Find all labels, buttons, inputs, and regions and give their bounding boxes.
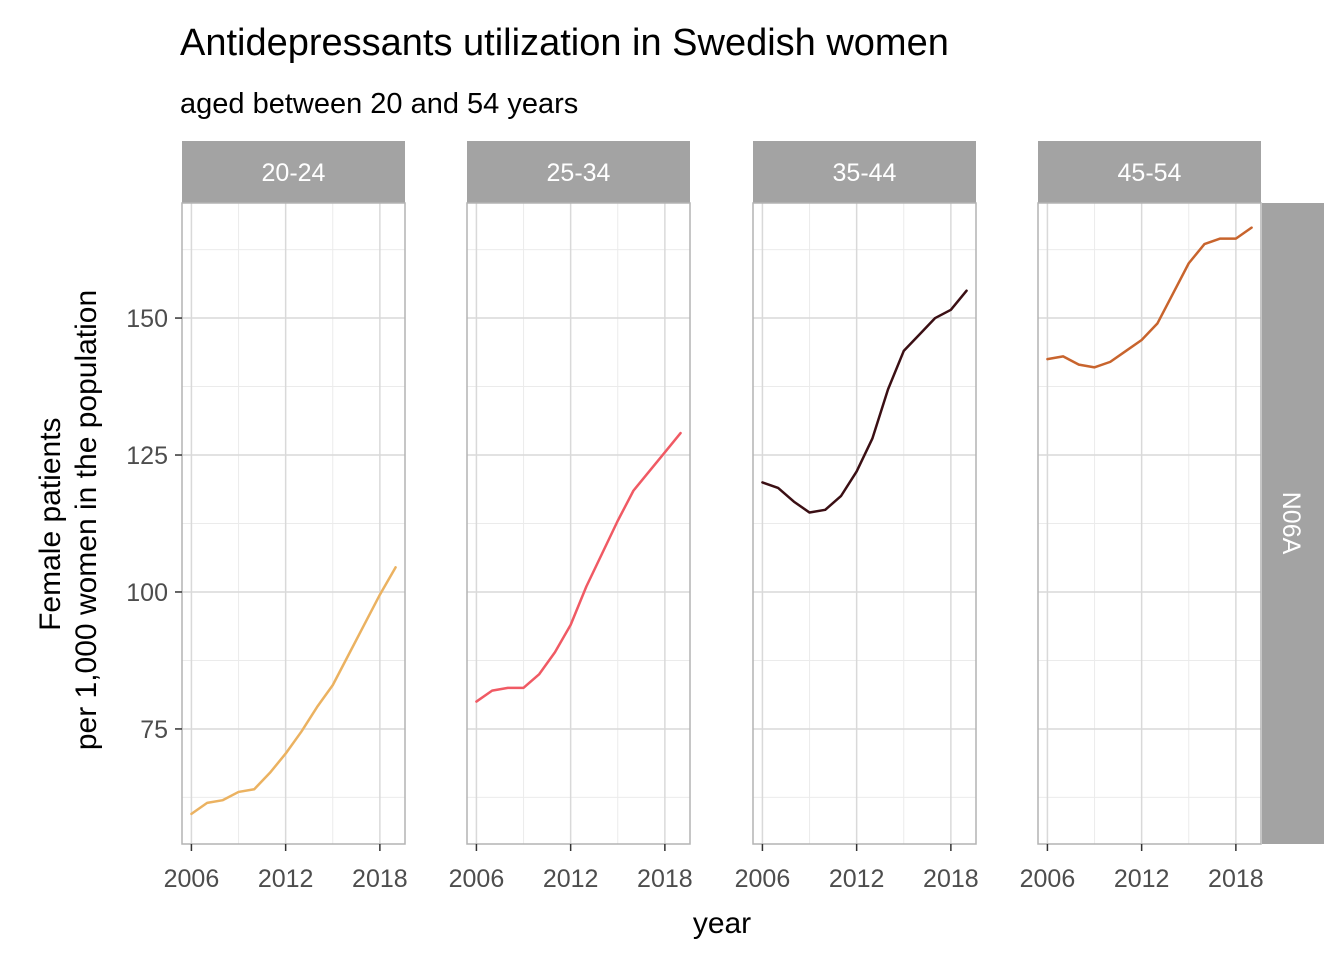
panel-border bbox=[466, 202, 691, 845]
facet-strip-label-25-34: 25-34 bbox=[547, 159, 611, 187]
x-tick-label: 2018 bbox=[352, 865, 408, 893]
panel-border bbox=[1037, 202, 1262, 845]
y-tick-label: 75 bbox=[140, 716, 168, 744]
panel-border bbox=[752, 202, 977, 845]
y-axis-label-line-2: per 1,000 women in the population bbox=[70, 290, 103, 750]
series-line-35-44 bbox=[761, 289, 968, 514]
y-axis: 75 100 125 150 bbox=[126, 305, 182, 744]
x-tick-label: 2018 bbox=[637, 865, 693, 893]
x-tick-label: 2012 bbox=[829, 865, 885, 893]
facet-strip-right-bg bbox=[1262, 203, 1324, 844]
series-line-45-54 bbox=[1046, 226, 1253, 369]
y-axis-label-line-1: Female patients bbox=[34, 417, 67, 630]
facet-strip-20-24 bbox=[182, 141, 405, 203]
facet-strip-right: N06A bbox=[1262, 203, 1324, 844]
y-tick-label: 150 bbox=[126, 305, 168, 333]
x-tick-label: 2018 bbox=[923, 865, 979, 893]
facet-panel-20-24: 20-24 2006 2012 2018 bbox=[164, 141, 408, 893]
x-tick-label: 2006 bbox=[735, 865, 791, 893]
x-tick-label: 2012 bbox=[258, 865, 314, 893]
x-axis-label: year bbox=[693, 907, 751, 940]
x-tick-label: 2006 bbox=[1020, 865, 1076, 893]
x-tick-label: 2012 bbox=[543, 865, 599, 893]
facet-strip-25-34 bbox=[467, 141, 690, 203]
facet-strip-label-20-24: 20-24 bbox=[262, 159, 326, 187]
facet-panels: 20-24 2006 2012 2018 25-34 2006 2012 2018 35-44 2… bbox=[164, 141, 1264, 893]
chart-subtitle: aged between 20 and 54 years bbox=[180, 88, 578, 120]
x-tick-label: 2006 bbox=[164, 865, 220, 893]
series-line-20-24 bbox=[190, 566, 397, 816]
facet-panel-45-54: 45-54 2006 2012 2018 bbox=[1020, 141, 1264, 893]
facet-strip-label-35-44: 35-44 bbox=[833, 159, 897, 187]
panel-border bbox=[181, 202, 406, 845]
facet-strip-right-label: N06A bbox=[1277, 492, 1305, 555]
y-axis-label: Female patients per 1,000 women in the p… bbox=[34, 290, 103, 750]
facet-panel-35-44: 35-44 2006 2012 2018 bbox=[735, 141, 979, 893]
x-tick-label: 2018 bbox=[1208, 865, 1264, 893]
x-tick-label: 2012 bbox=[1114, 865, 1170, 893]
facet-strip-45-54 bbox=[1038, 141, 1261, 203]
y-tick-label: 100 bbox=[126, 579, 168, 607]
facet-panel-25-34: 25-34 2006 2012 2018 bbox=[449, 141, 693, 893]
chart-title: Antidepressants utilization in Swedish w… bbox=[180, 22, 949, 64]
facet-strip-label-45-54: 45-54 bbox=[1118, 159, 1182, 187]
x-tick-label: 2006 bbox=[449, 865, 505, 893]
facet-strip-35-44 bbox=[753, 141, 976, 203]
series-line-25-34 bbox=[475, 431, 682, 703]
y-tick-label: 125 bbox=[126, 442, 168, 470]
